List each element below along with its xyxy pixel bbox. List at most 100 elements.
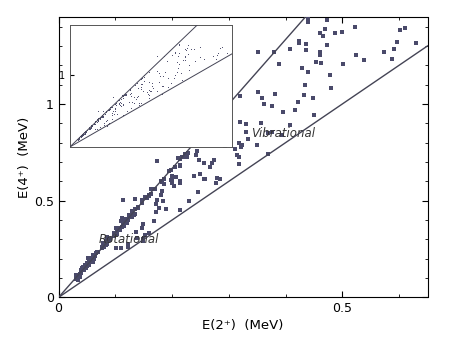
Point — [193, 139, 200, 144]
Point — [86, 259, 93, 264]
Point — [76, 135, 83, 141]
Point — [95, 115, 102, 121]
Point — [109, 110, 116, 115]
Point — [264, 151, 271, 157]
Point — [169, 180, 176, 186]
Point — [176, 156, 184, 162]
Point — [135, 102, 143, 107]
Point — [175, 53, 182, 58]
Point — [76, 136, 83, 141]
Point — [161, 69, 168, 75]
Point — [115, 101, 122, 106]
Point — [120, 223, 127, 229]
Point — [101, 111, 108, 117]
Point — [254, 143, 261, 148]
Point — [92, 120, 99, 125]
Point — [137, 86, 144, 92]
Point — [85, 126, 92, 131]
Point — [131, 206, 138, 211]
Point — [271, 92, 279, 97]
Point — [74, 138, 81, 143]
Point — [124, 245, 131, 250]
Point — [94, 118, 101, 124]
Point — [141, 194, 149, 199]
Point — [104, 235, 111, 240]
Point — [77, 134, 85, 139]
Point — [340, 62, 347, 67]
Point — [109, 108, 117, 114]
Point — [88, 122, 95, 127]
Point — [120, 93, 127, 98]
Point — [197, 55, 204, 60]
Point — [90, 256, 98, 261]
Point — [113, 228, 120, 234]
Point — [117, 96, 125, 101]
Point — [224, 107, 231, 112]
Point — [310, 113, 318, 118]
Point — [139, 197, 146, 202]
Point — [188, 47, 195, 52]
Point — [168, 80, 175, 86]
Point — [108, 104, 115, 110]
Point — [94, 249, 101, 255]
Point — [99, 108, 107, 114]
Point — [151, 218, 158, 223]
Point — [212, 180, 220, 185]
Point — [287, 122, 294, 128]
Point — [171, 49, 179, 55]
Point — [156, 70, 163, 76]
Point — [110, 233, 117, 238]
Point — [87, 125, 94, 130]
Point — [78, 132, 85, 138]
Point — [200, 176, 207, 182]
Point — [89, 260, 96, 265]
Point — [280, 109, 287, 115]
Point — [131, 212, 139, 217]
Point — [99, 114, 107, 119]
Text: Rotational: Rotational — [98, 233, 158, 246]
Point — [260, 101, 267, 107]
Point — [98, 113, 105, 119]
Point — [186, 67, 193, 72]
Point — [103, 117, 110, 123]
Point — [119, 216, 126, 221]
Point — [106, 237, 113, 242]
Point — [254, 49, 261, 55]
Point — [190, 46, 198, 52]
Point — [72, 272, 80, 278]
Point — [120, 102, 127, 107]
Point — [190, 173, 197, 178]
Point — [201, 161, 208, 166]
Point — [107, 104, 114, 110]
Point — [184, 150, 191, 155]
Point — [103, 241, 110, 247]
Point — [401, 25, 409, 31]
Point — [270, 49, 277, 54]
Point — [89, 254, 96, 259]
Point — [112, 105, 119, 110]
Point — [79, 131, 86, 137]
Point — [179, 77, 186, 82]
Point — [82, 129, 90, 135]
Point — [174, 70, 181, 75]
Point — [94, 108, 102, 114]
Point — [81, 267, 88, 272]
Point — [128, 211, 135, 216]
Point — [120, 197, 127, 203]
Point — [321, 26, 328, 32]
Point — [119, 112, 126, 118]
Point — [122, 91, 129, 97]
Point — [231, 146, 238, 152]
Point — [100, 242, 108, 248]
Point — [214, 52, 221, 58]
Point — [85, 125, 92, 131]
Point — [80, 132, 87, 138]
Point — [96, 116, 104, 121]
Point — [388, 56, 396, 62]
Point — [317, 60, 324, 66]
Point — [103, 110, 110, 115]
Point — [112, 245, 119, 250]
Point — [94, 126, 101, 131]
Point — [146, 70, 153, 75]
Point — [153, 159, 160, 164]
